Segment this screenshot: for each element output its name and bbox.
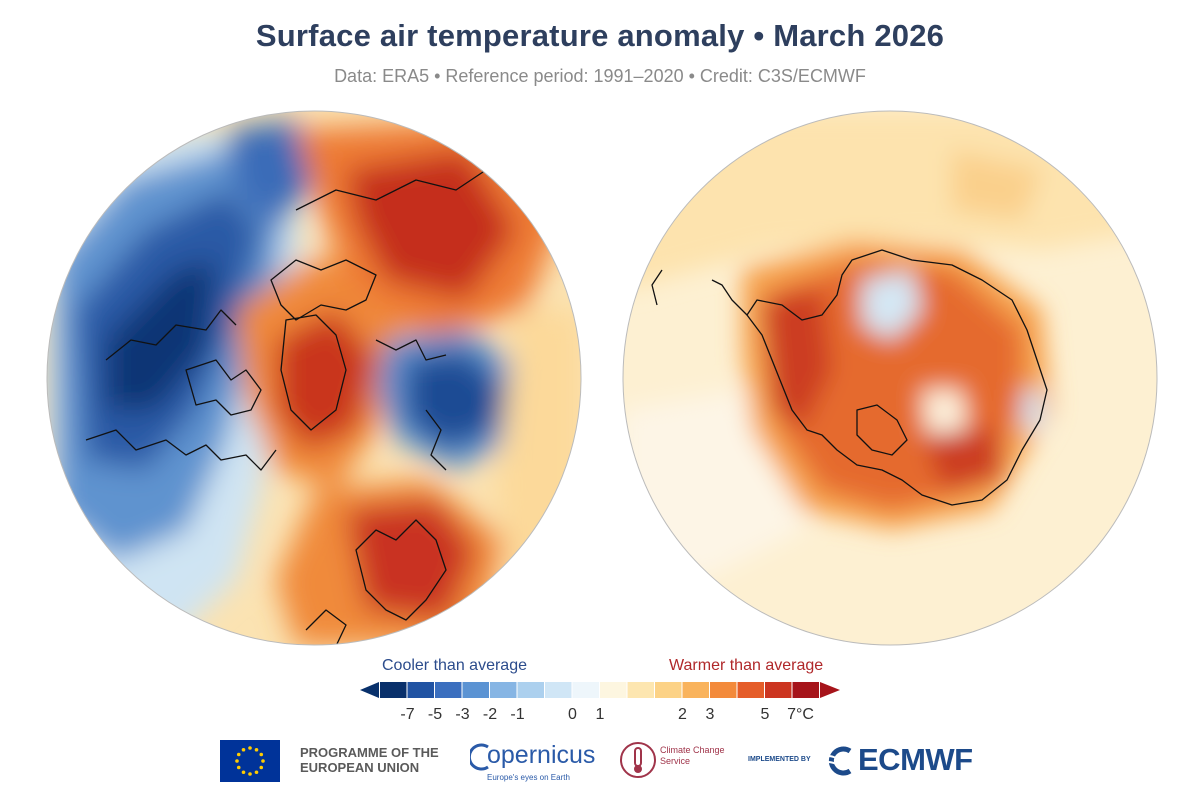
colorbar-segment [655,682,682,698]
ecmwf-logo-text: ECMWF [858,742,973,777]
colorbar-arrow-right [820,682,840,698]
eu-star-icon [259,752,264,757]
c3s-logo-icon [620,742,656,778]
colorbar-tick-label: -2 [482,706,498,723]
colorbar-arrow-left [360,682,379,698]
programme-text: PROGRAMME OF THE EUROPEAN UNION [300,745,439,775]
colorbar-segment [490,682,517,698]
colorbar-segment [462,682,489,698]
colorbar-segment [407,682,434,698]
eu-flag-icon [220,740,280,782]
colorbar-tick-label: 1 [595,706,605,723]
eu-star-icon [235,759,239,763]
colorbar-segment [435,682,462,698]
c3s-text: Climate Change Service [660,745,725,766]
eu-star-icon [261,759,265,763]
colorbar-tick-label: -3 [455,706,470,723]
colorbar-segment [572,682,599,698]
implemented-by-label: IMPLEMENTED BY [748,756,811,763]
copernicus-c-icon [470,743,489,771]
colorbar-segment [600,682,627,698]
colorbar-tick-label: -5 [427,706,443,723]
colorbar-tick-label: 3 [705,706,715,723]
colorbar-segment [737,682,764,698]
northern-hemisphere-map [46,110,582,646]
copernicus-tagline: Europe's eyes on Earth [487,773,570,782]
colorbar-segment [792,682,819,698]
page-subtitle: Data: ERA5 • Reference period: 1991–2020… [334,66,866,86]
colorbar-tick-label: -7 [400,706,415,723]
footer-logos: PROGRAMME OF THE EUROPEAN UNION opernicu… [0,735,1200,790]
ecmwf-logo-icon [819,746,853,776]
colorbar-segment [765,682,792,698]
colorbar-segment [545,682,572,698]
eu-star-icon [236,752,241,757]
eu-star-icon [236,765,241,770]
southern-hemisphere-map [622,110,1158,646]
colorbar-segment [517,682,544,698]
colorbar-tick-label: 5 [760,706,770,723]
cooler-label: Cooler than average [382,657,527,674]
warmer-label: Warmer than average [669,657,824,674]
eu-star-icon [241,770,246,775]
eu-star-icon [254,747,259,752]
colorbar-tick-label: 0 [568,706,577,723]
page-title: Surface air temperature anomaly • March … [255,18,945,53]
eu-star-icon [248,772,252,776]
eu-star-icon [254,770,259,775]
colorbar-segment [682,682,709,698]
colorbar-segment [627,682,654,698]
colorbar-tick-label: 7°C [787,706,814,723]
eu-star-icon [259,765,264,770]
eu-star-icon [248,746,252,750]
colorbar-segment [710,682,737,698]
colorbar-segment [380,682,407,698]
colorbar-tick-label: 2 [678,706,687,723]
eu-star-icon [241,747,246,752]
copernicus-logo-text: opernicus [487,741,596,769]
colorbar-tick-label: -1 [510,706,525,723]
temperature-colorbar [360,682,840,698]
